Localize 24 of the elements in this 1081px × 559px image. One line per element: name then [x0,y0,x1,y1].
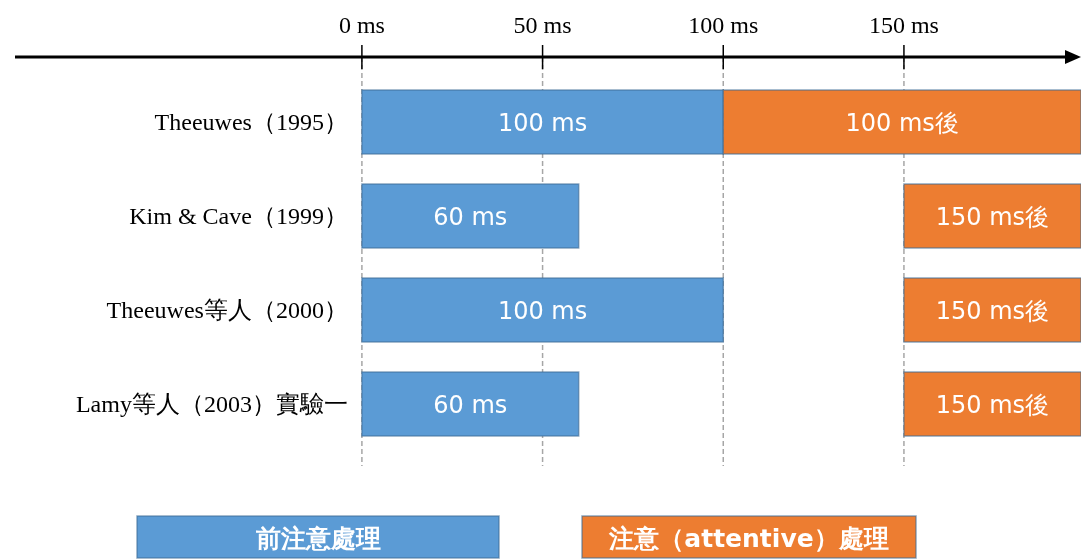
annotation: 150 ms後 [935,391,1050,419]
y-tick-label: Theeuwes等人（2000） [106,297,348,323]
data-label: 60 ms [433,391,508,419]
bar [361,277,725,343]
bar [361,371,580,437]
annotation: 150 ms後 [935,297,1050,325]
annotation: 150 ms後 [935,203,1050,231]
text: 前注意處理 [254,524,381,553]
bar [903,371,1081,437]
data-label: 60 ms [433,203,508,231]
annotation: 100 ms後 [845,109,959,137]
y-tick-label: Theeuwes（1995） [154,109,348,135]
bar [903,277,1081,343]
y-tick-label: Kim & Cave（1999） [129,203,348,229]
x-tick-label: 0 ms [338,12,385,38]
data-label: 100 ms [497,297,588,325]
bar [361,183,580,249]
x-tick-label: 100 ms [688,12,759,38]
y-tick-label: Lamy等人（2003）實驗一 [75,391,348,417]
x-tick-label: 150 ms [868,12,939,38]
bar [903,183,1081,249]
x-tick-label: 50 ms [513,12,572,38]
text: 注意（attentive）處理 [608,524,889,553]
data-label: 100 ms [497,109,588,137]
